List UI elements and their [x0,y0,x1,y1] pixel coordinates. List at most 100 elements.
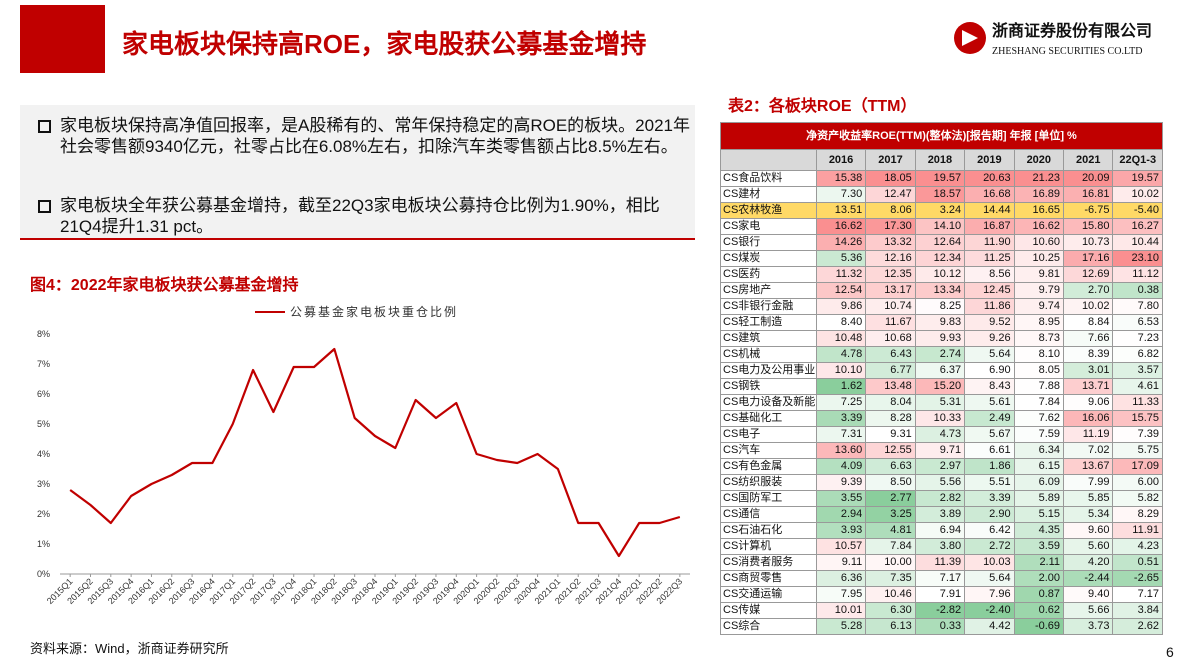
bullet: 家电板块保持高净值回报率，是A股稀有的、常年保持稳定的高ROE的板块。2021年… [38,116,690,156]
table-cell: 7.39 [1112,426,1163,443]
table-cell: 10.57 [815,538,867,555]
table-cell: 7.66 [1063,330,1114,347]
column-header: 22Q1-3 [1112,149,1163,171]
table-row: CS国防军工 3.55 2.77 2.82 3.39 5.89 5.85 5.82 [720,490,1163,507]
table-cell: 8.28 [865,410,916,427]
table-row: CS商贸零售 6.36 7.35 7.17 5.64 2.00 -2.44 -2.65 [720,570,1163,587]
table-cell: 5.51 [964,474,1015,491]
row-label: CS石油石化 [720,522,817,539]
table-cell: 10.00 [865,554,916,571]
table-cell: 3.01 [1063,362,1114,379]
bullet: 家电板块全年获公募基金增持，截至22Q3家电板块公募持仓比例为1.90%，相比2… [38,195,690,237]
y-tick-label: 1% [37,539,50,549]
table-cell: 2.72 [964,538,1015,555]
row-label: CS家电 [720,218,817,235]
table-cell: 2.70 [1063,282,1114,299]
series-line [69,347,681,558]
row-label: CS非银行金融 [720,298,817,315]
column-header: 2021 [1063,149,1114,171]
row-label: CS国防军工 [720,490,817,507]
table-row: CS交通运输 7.95 10.46 7.91 7.96 0.87 9.40 7.17 [720,586,1163,603]
header-cell [720,149,817,171]
y-tick-label: 4% [37,449,50,459]
table-cell: 9.79 [1013,282,1065,299]
table-row: CS机械 4.78 6.43 2.74 5.64 8.10 8.39 6.82 [720,346,1163,363]
table-cell: 3.93 [815,522,867,539]
table-cell: 10.01 [815,602,867,619]
table-cell: 8.84 [1063,314,1114,331]
table-cell: 18.05 [865,170,916,187]
table-cell: 2.74 [914,346,966,363]
table-row: CS房地产 12.54 13.17 13.34 12.45 9.79 2.70 0.38 [720,282,1163,299]
table-cell: 4.73 [914,426,966,443]
logo-icon-mark [962,30,978,46]
table-cell: 9.26 [964,330,1015,347]
table-cell: 6.09 [1013,474,1065,491]
row-label: CS建材 [720,186,817,203]
table-cell: 6.15 [1013,458,1065,475]
table-cell: 10.02 [1063,298,1114,315]
row-label: CS纺织服装 [720,474,817,491]
table-cell: 13.67 [1063,458,1114,475]
y-tick-label: 5% [37,419,50,429]
table-cell: 7.23 [1112,330,1163,347]
row-label: CS食品饮料 [720,170,817,187]
table-caption: 净资产收益率ROE(TTM)(整体法)[报告期] 年报 [单位] % [720,122,1163,150]
table-row: CS纺织服装 9.39 8.50 5.56 5.51 6.09 7.99 6.00 [720,474,1163,491]
table-cell: -5.40 [1112,202,1163,219]
table-cell: 5.75 [1112,442,1163,459]
table-cell: 8.06 [865,202,916,219]
table-cell: 16.68 [964,186,1015,203]
table-cell: 9.11 [815,554,867,571]
table-cell: 11.67 [865,314,916,331]
table-row: CS有色金属 4.09 6.63 2.97 1.86 6.15 13.67 17.09 [720,458,1163,475]
table-cell: 3.89 [914,506,966,523]
column-header: 2018 [914,149,966,171]
table-cell: 4.09 [815,458,867,475]
table-cell: 7.25 [815,394,867,411]
table-cell: 7.02 [1063,442,1114,459]
table-cell: 14.10 [914,218,966,235]
table-cell: 17.30 [865,218,916,235]
table-cell: 12.69 [1063,266,1114,283]
table-cell: 13.34 [914,282,966,299]
table-cell: 7.84 [865,538,916,555]
row-label: CS电力设备及新能 [720,394,817,411]
row-label: CS钢铁 [720,378,817,395]
table-cell: 5.34 [1063,506,1114,523]
table-cell: 9.40 [1063,586,1114,603]
table-cell: 9.74 [1013,298,1065,315]
table-row: CS煤炭 5.36 12.16 12.34 11.25 10.25 17.16 23.10 [720,250,1163,267]
table-cell: 10.73 [1063,234,1114,251]
table-cell: 5.67 [964,426,1015,443]
table-cell: 15.80 [1063,218,1114,235]
table-cell: 6.82 [1112,346,1163,363]
row-label: CS医药 [720,266,817,283]
row-label: CS房地产 [720,282,817,299]
table-row: CS非银行金融 9.86 10.74 8.25 11.86 9.74 10.02 7.80 [720,298,1163,315]
table-cell: 16.87 [964,218,1015,235]
table-row: CS食品饮料 15.38 18.05 19.57 20.63 21.23 20.09 19.5… [720,170,1163,187]
table-cell: 10.25 [1013,250,1065,267]
column-header: 2017 [865,149,916,171]
table-cell: 0.62 [1013,602,1065,619]
table-cell: 7.96 [964,586,1015,603]
table-cell: 8.29 [1112,506,1163,523]
table-cell: 8.05 [1013,362,1065,379]
table-cell: 2.11 [1013,554,1065,571]
table-cell: 6.37 [914,362,966,379]
table-cell: 4.61 [1112,378,1163,395]
table-cell: 7.84 [1013,394,1065,411]
row-label: CS交通运输 [720,586,817,603]
table-cell: 5.31 [914,394,966,411]
table-cell: 6.13 [865,618,916,635]
table-row: CS基础化工 3.39 8.28 10.33 2.49 7.62 16.06 15.75 [720,410,1163,427]
table-cell: 15.38 [815,170,867,187]
table-cell: 9.71 [914,442,966,459]
table-cell: 6.53 [1112,314,1163,331]
table-cell: -2.40 [964,602,1015,619]
table-cell: 2.00 [1013,570,1065,587]
table-cell: 9.93 [914,330,966,347]
column-header: 2020 [1013,149,1065,171]
table-cell: 11.33 [1112,394,1163,411]
